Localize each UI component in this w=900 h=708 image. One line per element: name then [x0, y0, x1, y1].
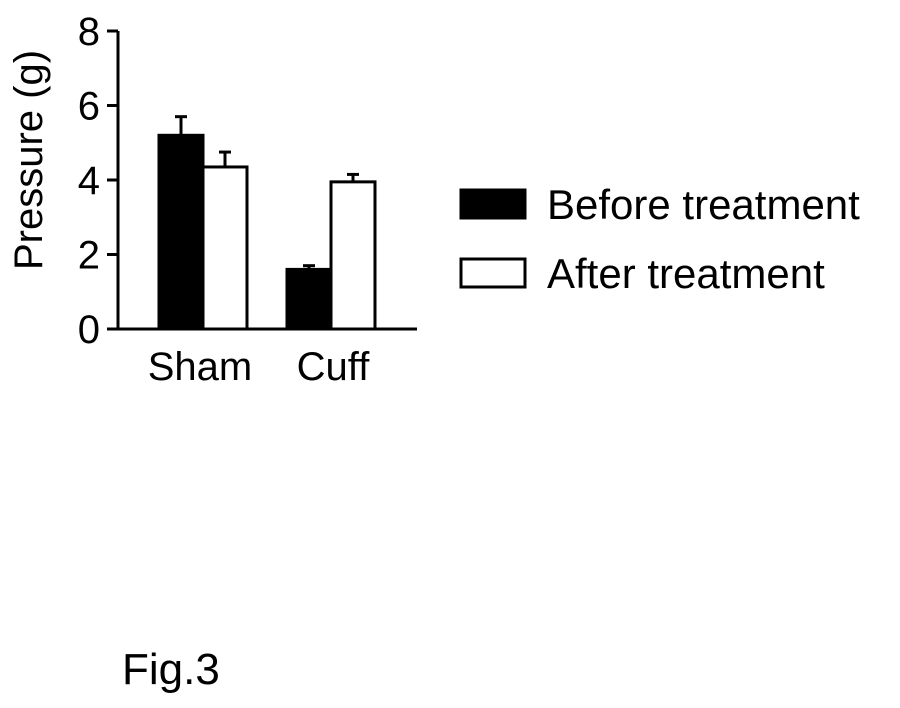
- x-tick-label: Cuff: [297, 345, 371, 389]
- bars: [157, 115, 377, 331]
- axes: [116, 31, 417, 331]
- legend-label: Before treatment: [547, 181, 860, 228]
- legend: Before treatment After treatment: [459, 181, 860, 297]
- bar-cuff-after: [329, 180, 377, 331]
- y-tick-label: 4: [78, 159, 100, 203]
- y-tick-label: 6: [78, 85, 100, 129]
- bar-sham-before: [157, 133, 205, 331]
- legend-swatch: [459, 257, 527, 289]
- bar-sham-after: [201, 165, 249, 331]
- bar-cuff-before: [285, 267, 333, 331]
- y-axis-ticks: 0 2 4 6 8: [78, 10, 118, 352]
- y-tick-label: 2: [78, 234, 100, 278]
- x-tick-label: Sham: [148, 345, 253, 389]
- x-axis-labels: Sham Cuff: [148, 345, 370, 389]
- y-tick-label: 0: [78, 308, 100, 352]
- y-axis-label: Pressure (g): [7, 50, 51, 270]
- legend-swatch: [459, 188, 527, 220]
- y-tick-label: 8: [78, 10, 100, 54]
- legend-label: After treatment: [547, 250, 825, 297]
- figure-caption: Fig.3: [122, 645, 220, 694]
